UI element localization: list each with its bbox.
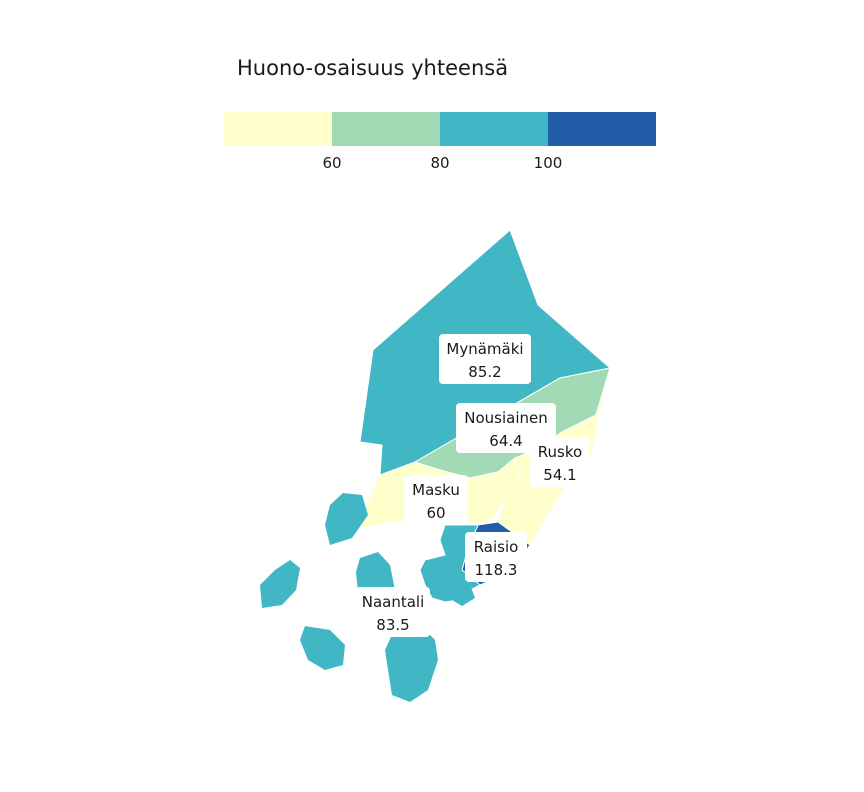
region-value: 64.4 bbox=[489, 432, 522, 450]
legend-swatch-4 bbox=[548, 112, 656, 146]
naantali-island-center bbox=[356, 552, 395, 598]
label-box bbox=[439, 334, 531, 384]
label-box bbox=[404, 475, 468, 525]
region-value: 83.5 bbox=[376, 616, 409, 634]
region-name: Naantali bbox=[362, 593, 425, 611]
naantali-islet bbox=[452, 585, 475, 606]
region-name: Nousiainen bbox=[464, 409, 548, 427]
label-box bbox=[356, 587, 430, 637]
region-value: 118.3 bbox=[475, 561, 518, 579]
legend-tick-100: 100 bbox=[533, 154, 563, 172]
legend-tick-80: 80 bbox=[430, 154, 450, 172]
legend-title: Huono-osaisuus yhteensä bbox=[237, 56, 509, 80]
region-name: Rusko bbox=[538, 443, 582, 461]
color-legend bbox=[224, 112, 656, 146]
label-raisio: Raisio 118.3 bbox=[465, 532, 527, 582]
naantali-island-south bbox=[385, 625, 438, 702]
legend-swatch-2 bbox=[332, 112, 440, 146]
region-value: 85.2 bbox=[468, 363, 501, 381]
legend-swatch-1 bbox=[224, 112, 332, 146]
label-box bbox=[530, 437, 590, 487]
region-name: Masku bbox=[412, 481, 460, 499]
label-mynamaki: Mynämäki 85.2 bbox=[439, 334, 531, 384]
region-name: Mynämäki bbox=[446, 340, 523, 358]
legend-tick-60: 60 bbox=[322, 154, 342, 172]
naantali-island-southwest bbox=[300, 626, 345, 670]
label-box bbox=[465, 532, 527, 582]
naantali-island-west bbox=[325, 493, 368, 545]
region-value: 54.1 bbox=[543, 466, 576, 484]
label-rusko: Rusko 54.1 bbox=[530, 437, 590, 487]
region-name: Raisio bbox=[474, 538, 519, 556]
legend-swatch-3 bbox=[440, 112, 548, 146]
naantali-island-small bbox=[260, 560, 300, 608]
region-value: 60 bbox=[426, 504, 445, 522]
label-masku: Masku 60 bbox=[404, 475, 468, 525]
label-naantali: Naantali 83.5 bbox=[356, 587, 430, 637]
